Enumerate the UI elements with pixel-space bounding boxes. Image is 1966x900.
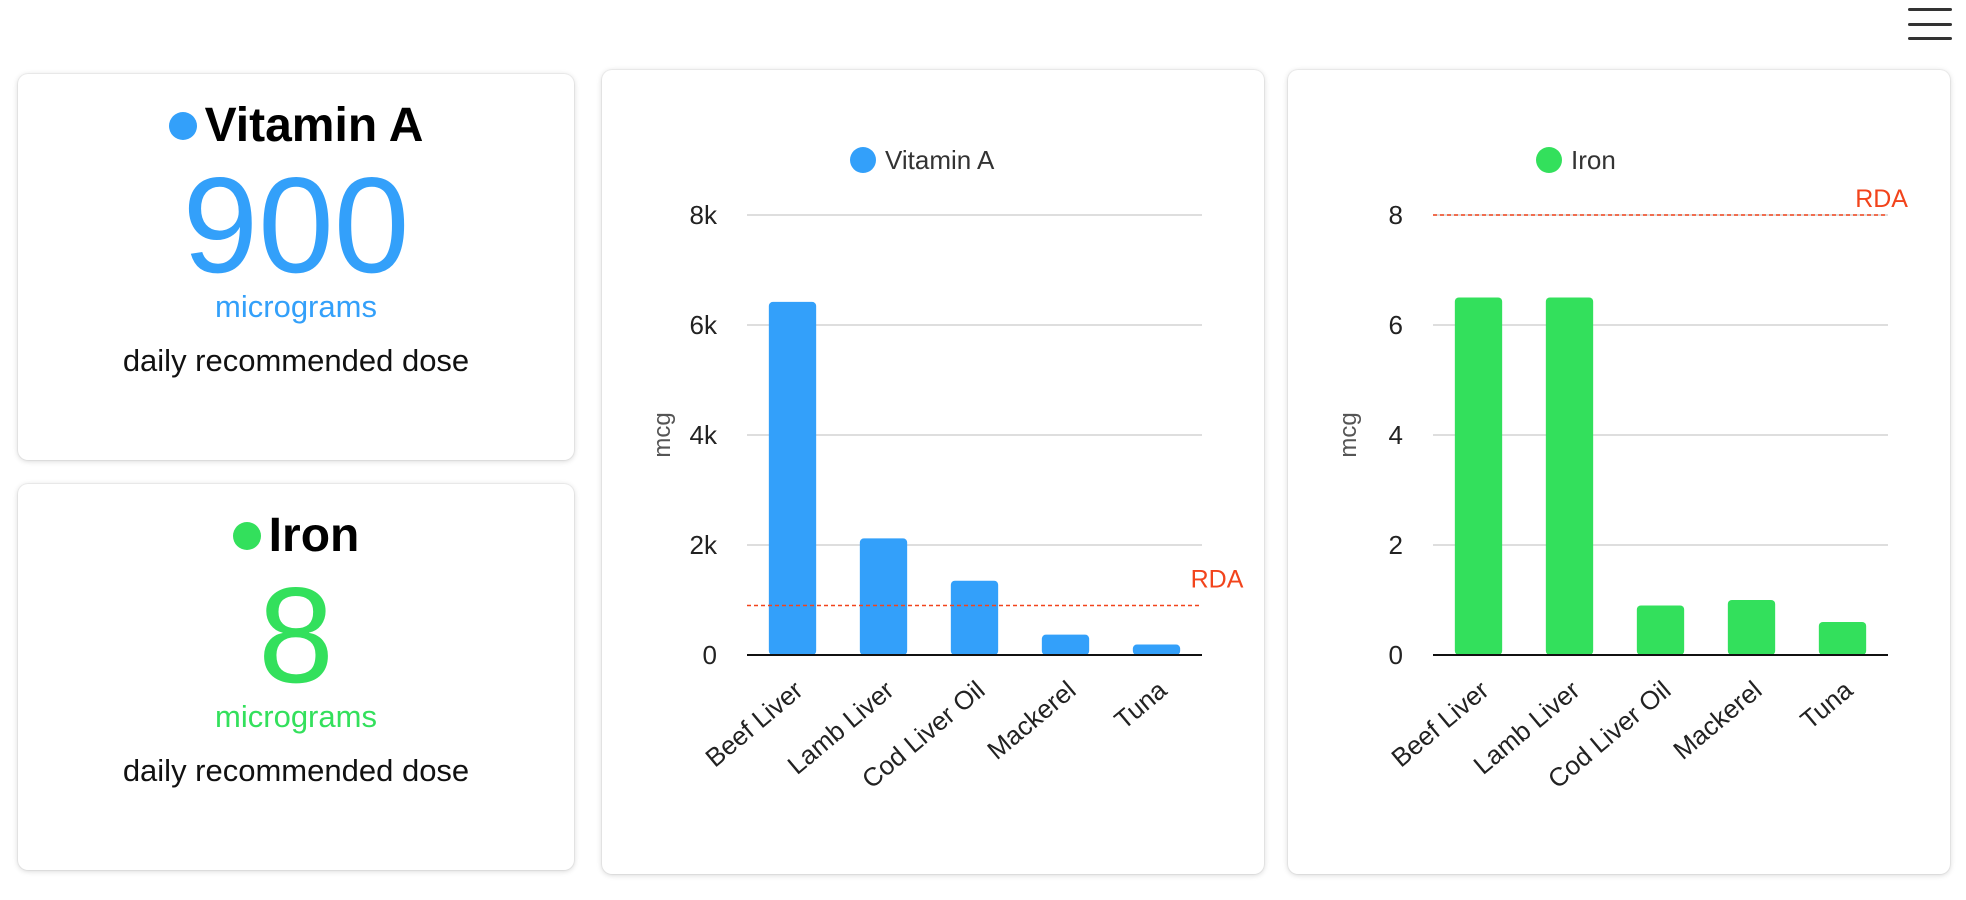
bar [1132,644,1181,655]
menu-bar [1908,37,1952,40]
y-tick-label: 0 [703,640,717,670]
vitamin-a-dot-icon [168,111,197,140]
bar [859,538,908,655]
y-tick-label: 8 [1389,200,1403,230]
y-axis-label: mcg [1335,412,1362,457]
dose-value: 8 [258,559,334,711]
dose-unit: micrograms [215,289,377,324]
bar [1454,297,1503,655]
x-tick-label: Tuna [1794,674,1858,735]
dose-name: Vitamin A [204,99,424,152]
x-tick-label: Mackerel [1667,675,1767,766]
bar [1636,605,1685,655]
y-tick-label: 4k [690,420,718,450]
bar [1818,622,1867,655]
menu-bar [1908,22,1952,26]
dose-unit: micrograms [215,699,377,734]
menu-bar [1908,8,1952,11]
bar [950,580,999,655]
legend-label: Vitamin A [885,145,995,175]
y-axis-label: mcg [649,412,676,457]
bar [768,301,817,655]
dose-value: 900 [182,149,410,301]
y-tick-label: 2k [690,530,718,560]
x-tick-label: Mackerel [981,675,1081,766]
bar [1041,634,1090,655]
y-tick-label: 6k [690,310,718,340]
y-tick-label: 6 [1389,310,1403,340]
iron-dose-card: Iron 8 micrograms daily recommended dose [18,484,574,870]
y-tick-label: 0 [1389,640,1403,670]
dose-title: Vitamin A [18,98,574,153]
x-tick-label: Tuna [1108,674,1172,735]
iron-dot-icon [232,521,261,550]
dose-title: Iron [18,508,574,563]
hamburger-menu-icon[interactable] [1908,4,1952,44]
rda-label: RDA [1191,566,1244,594]
dose-description: daily recommended dose [122,753,470,788]
y-tick-label: 8k [690,200,718,230]
bar [1727,600,1776,655]
rda-label: RDA [1855,185,1908,213]
legend-label: Iron [1571,145,1616,175]
bar [1545,297,1594,655]
vitamin-a-dose-card: Vitamin A 900 micrograms daily recommend… [18,74,574,460]
legend-swatch [850,147,876,173]
dose-description: daily recommended dose [122,343,470,378]
iron-chart-card: Iron mcg 0 2 4 6 8 Beef Liver Lamb Liver Cod Live… [1288,70,1950,874]
y-tick-label: 2 [1389,530,1403,560]
dose-name: Iron [268,509,360,562]
legend-swatch [1536,147,1562,173]
y-tick-label: 4 [1389,420,1403,450]
